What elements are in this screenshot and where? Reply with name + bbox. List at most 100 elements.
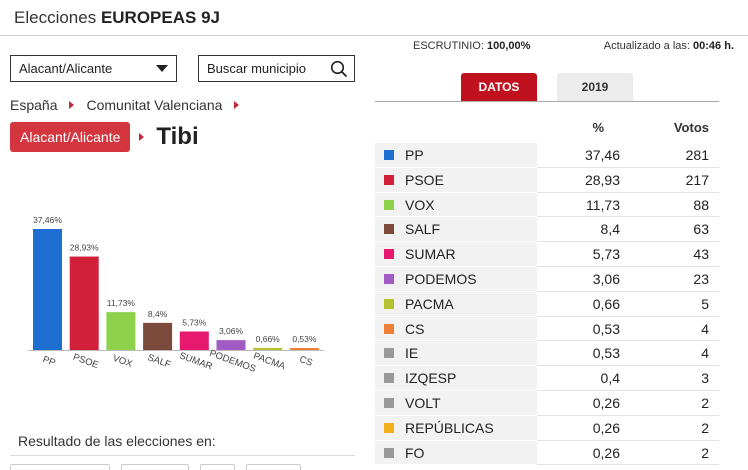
party-name: PACMA — [405, 295, 454, 312]
title-election: EUROPEAS 9J — [100, 8, 220, 27]
table-row: VOX 11,73 88 — [375, 192, 719, 218]
updated-label: Actualizado a las: — [603, 40, 690, 52]
x-tick-label: PODEMOS — [208, 348, 257, 375]
party-votes: 4 — [701, 320, 709, 337]
breadcrumb-spain[interactable]: España — [10, 97, 58, 113]
party-name: IE — [405, 345, 419, 362]
row-divider — [537, 439, 719, 441]
bar-cs — [289, 348, 319, 350]
bar-value-label: 37,46% — [33, 215, 62, 225]
party-percent: 3,06 — [592, 270, 620, 287]
party-color-swatch — [384, 273, 394, 284]
bar-sumar — [179, 331, 209, 350]
party-name: REPÚBLICAS — [405, 419, 494, 436]
scrutiny-label: ESCRUTINIO: — [413, 40, 484, 52]
party-votes: 43 — [693, 246, 709, 263]
bar-vox — [106, 312, 136, 350]
caret-right-icon — [234, 101, 240, 109]
updated-status: Actualizado a las: 00:46 h. — [604, 40, 734, 52]
year-button[interactable] — [200, 464, 235, 470]
page-title: Elecciones EUROPEAS 9J — [14, 8, 220, 28]
bar-podemos — [216, 340, 246, 350]
party-percent: 0,53 — [592, 345, 620, 362]
scrutiny-value: 100,00% — [486, 40, 531, 52]
year-button[interactable] — [10, 464, 110, 470]
table-row: IE 0,53 4 — [375, 341, 719, 367]
row-divider — [537, 464, 719, 466]
bar-pp — [33, 229, 62, 350]
x-tick-label: PP — [41, 354, 57, 369]
municipality-title: Tibi — [156, 123, 199, 150]
party-color-swatch — [384, 199, 394, 210]
province-select[interactable]: Alacant/Alicante — [10, 55, 177, 82]
party-name: IZQESP — [405, 370, 457, 387]
party-cell: FO — [375, 440, 537, 466]
results-table: % Votos PP 37,46 281 PSOE 28,93 217 VOX 11,73 88… — [375, 113, 719, 466]
party-votes: 2 — [701, 444, 709, 461]
breadcrumb-region[interactable]: Comunitat Valenciana — [86, 97, 223, 113]
updated-value: 00:46 h. — [693, 40, 734, 52]
search-icon[interactable] — [330, 60, 348, 78]
breadcrumb-province-button[interactable]: Alacant/Alicante — [10, 122, 131, 152]
party-cell: PP — [375, 143, 537, 168]
bar-value-label: 0,66% — [256, 334, 281, 344]
party-name: VOX — [405, 196, 435, 213]
party-percent: 28,93 — [584, 171, 620, 188]
party-color-swatch — [384, 249, 394, 260]
party-percent: 11,73 — [586, 196, 620, 213]
results-label: Resultado de las elecciones en: — [18, 433, 216, 449]
tab-2019[interactable]: 2019 — [557, 73, 633, 101]
party-name: CS — [405, 320, 425, 337]
results-bar-chart: 37,46% PP 28,93% PSOE 11,73% VOX 8,4% SALF 5,73%… — [28, 215, 324, 375]
party-color-swatch — [384, 298, 394, 309]
caret-right-icon — [69, 101, 75, 109]
table-row: PODEMOS 3,06 23 — [375, 266, 719, 292]
party-votes: 2 — [701, 394, 709, 411]
municipality-search[interactable] — [198, 55, 355, 82]
table-row: SALF 8,4 63 — [375, 217, 719, 243]
party-votes: 23 — [693, 270, 709, 287]
party-cell: SUMAR — [375, 242, 537, 267]
search-input[interactable] — [199, 56, 327, 81]
row-divider — [537, 166, 719, 168]
party-name: FO — [405, 444, 425, 461]
bar-value-label: 5,73% — [182, 317, 207, 327]
row-divider — [537, 241, 719, 243]
x-tick-label: PACMA — [252, 351, 287, 373]
row-divider — [537, 265, 719, 267]
table-body: PP 37,46 281 PSOE 28,93 217 VOX 11,73 88 SALF 8,4 6… — [375, 143, 719, 466]
tabs-divider — [375, 101, 719, 102]
percent-header: % — [592, 120, 604, 135]
year-button[interactable] — [121, 464, 189, 470]
table-row: PACMA 0,66 5 — [375, 291, 719, 317]
party-cell: PODEMOS — [375, 266, 537, 292]
bar-value-label: 11,73% — [107, 298, 136, 308]
x-tick-label: VOX — [111, 353, 134, 370]
party-color-swatch — [384, 323, 394, 334]
table-row: REPÚBLICAS 0,26 2 — [375, 415, 719, 441]
party-votes: 2 — [701, 419, 709, 436]
party-color-swatch — [384, 348, 394, 359]
bar-psoe — [69, 256, 99, 350]
caret-right-icon — [139, 133, 145, 141]
row-divider — [537, 414, 719, 416]
party-name: PP — [405, 147, 424, 163]
party-percent: 8,4 — [600, 221, 620, 238]
party-cell: VOX — [375, 192, 537, 218]
row-divider — [537, 365, 719, 367]
table-header: % Votos — [375, 113, 719, 143]
table-row: IZQESP 0,4 3 — [375, 366, 719, 391]
bar-value-label: 0,53% — [292, 334, 317, 344]
tab-datos[interactable]: DATOS — [461, 73, 537, 101]
table-row: PP 37,46 281 — [375, 143, 719, 168]
row-divider — [537, 389, 719, 391]
divider — [10, 455, 355, 456]
bar-salf — [143, 322, 173, 350]
party-percent: 5,73 — [592, 246, 620, 263]
table-row: FO 0,26 2 — [375, 440, 719, 466]
party-percent: 0,53 — [592, 320, 620, 337]
year-button[interactable] — [246, 464, 301, 470]
app-header: Elecciones EUROPEAS 9J — [0, 0, 748, 36]
party-percent: 0,26 — [592, 444, 620, 461]
party-color-swatch — [384, 397, 394, 408]
